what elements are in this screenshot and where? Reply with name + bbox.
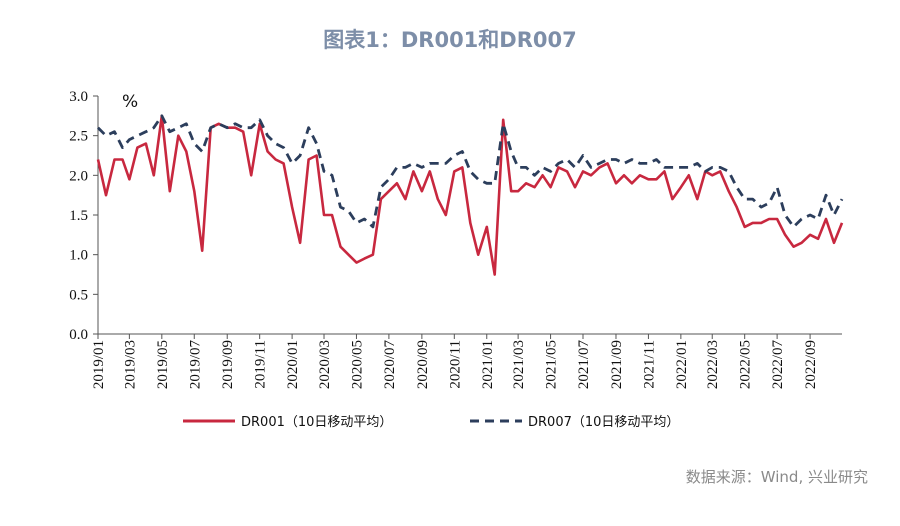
x-tick-label: 2019/11	[253, 340, 269, 389]
x-tick-label: 2021/11	[641, 340, 657, 389]
x-tick-label: 2022/07	[770, 340, 786, 390]
x-tick-label: 2020/03	[317, 340, 333, 389]
x-tick-label: 2019/01	[91, 340, 107, 389]
series-line-dr007	[97, 114, 844, 229]
chart-title: 图表1：DR001和DR007	[323, 28, 577, 52]
y-tick-label: 1.5	[69, 208, 88, 224]
series-line-dr001	[96, 114, 844, 276]
x-tick-label: 2019/07	[187, 340, 203, 390]
legend-label-dr007: DR007（10日移动平均）	[528, 415, 680, 430]
legend-item-dr001: DR001（10日移动平均）	[183, 411, 392, 430]
x-tick-label: 2022/01	[674, 340, 690, 389]
legend-swatch-solid	[183, 419, 235, 422]
x-tick-label: 2021/09	[609, 340, 625, 389]
x-tick-label: 2021/01	[480, 340, 496, 389]
x-tick-label: 2019/05	[155, 340, 171, 389]
y-axis-unit: %	[122, 92, 139, 112]
x-tick-label: 2019/09	[220, 340, 236, 389]
x-tick-label: 2020/07	[382, 340, 398, 390]
x-tick-label: 2020/01	[285, 340, 301, 389]
y-tick-label: 0.5	[69, 287, 88, 303]
y-tick-label: 1.0	[69, 248, 88, 264]
x-tick-label: 2021/07	[576, 340, 592, 390]
y-tick-label: 3.0	[69, 89, 88, 105]
x-tick-label: 2020/11	[447, 340, 463, 389]
x-tick-label: 2021/05	[544, 340, 560, 389]
x-tick-label: 2022/05	[738, 340, 754, 389]
x-tick-label: 2019/03	[122, 340, 138, 389]
legend-swatch-dashed	[470, 419, 522, 422]
y-tick-label: 2.5	[69, 129, 88, 145]
x-tick-label: 2020/05	[349, 340, 365, 389]
source-note: 数据来源：Wind, 兴业研究	[685, 468, 868, 486]
legend-item-dr007: DR007（10日移动平均）	[470, 411, 679, 430]
x-tick-label: 2022/09	[803, 340, 819, 389]
x-tick-label: 2020/09	[415, 340, 431, 389]
x-tick-label: 2022/03	[705, 340, 721, 389]
legend-label-dr001: DR001（10日移动平均）	[241, 415, 393, 430]
x-tick-label: 2021/03	[511, 340, 527, 389]
y-tick-label: 2.0	[69, 168, 88, 184]
y-tick-label: 0.0	[69, 327, 88, 343]
